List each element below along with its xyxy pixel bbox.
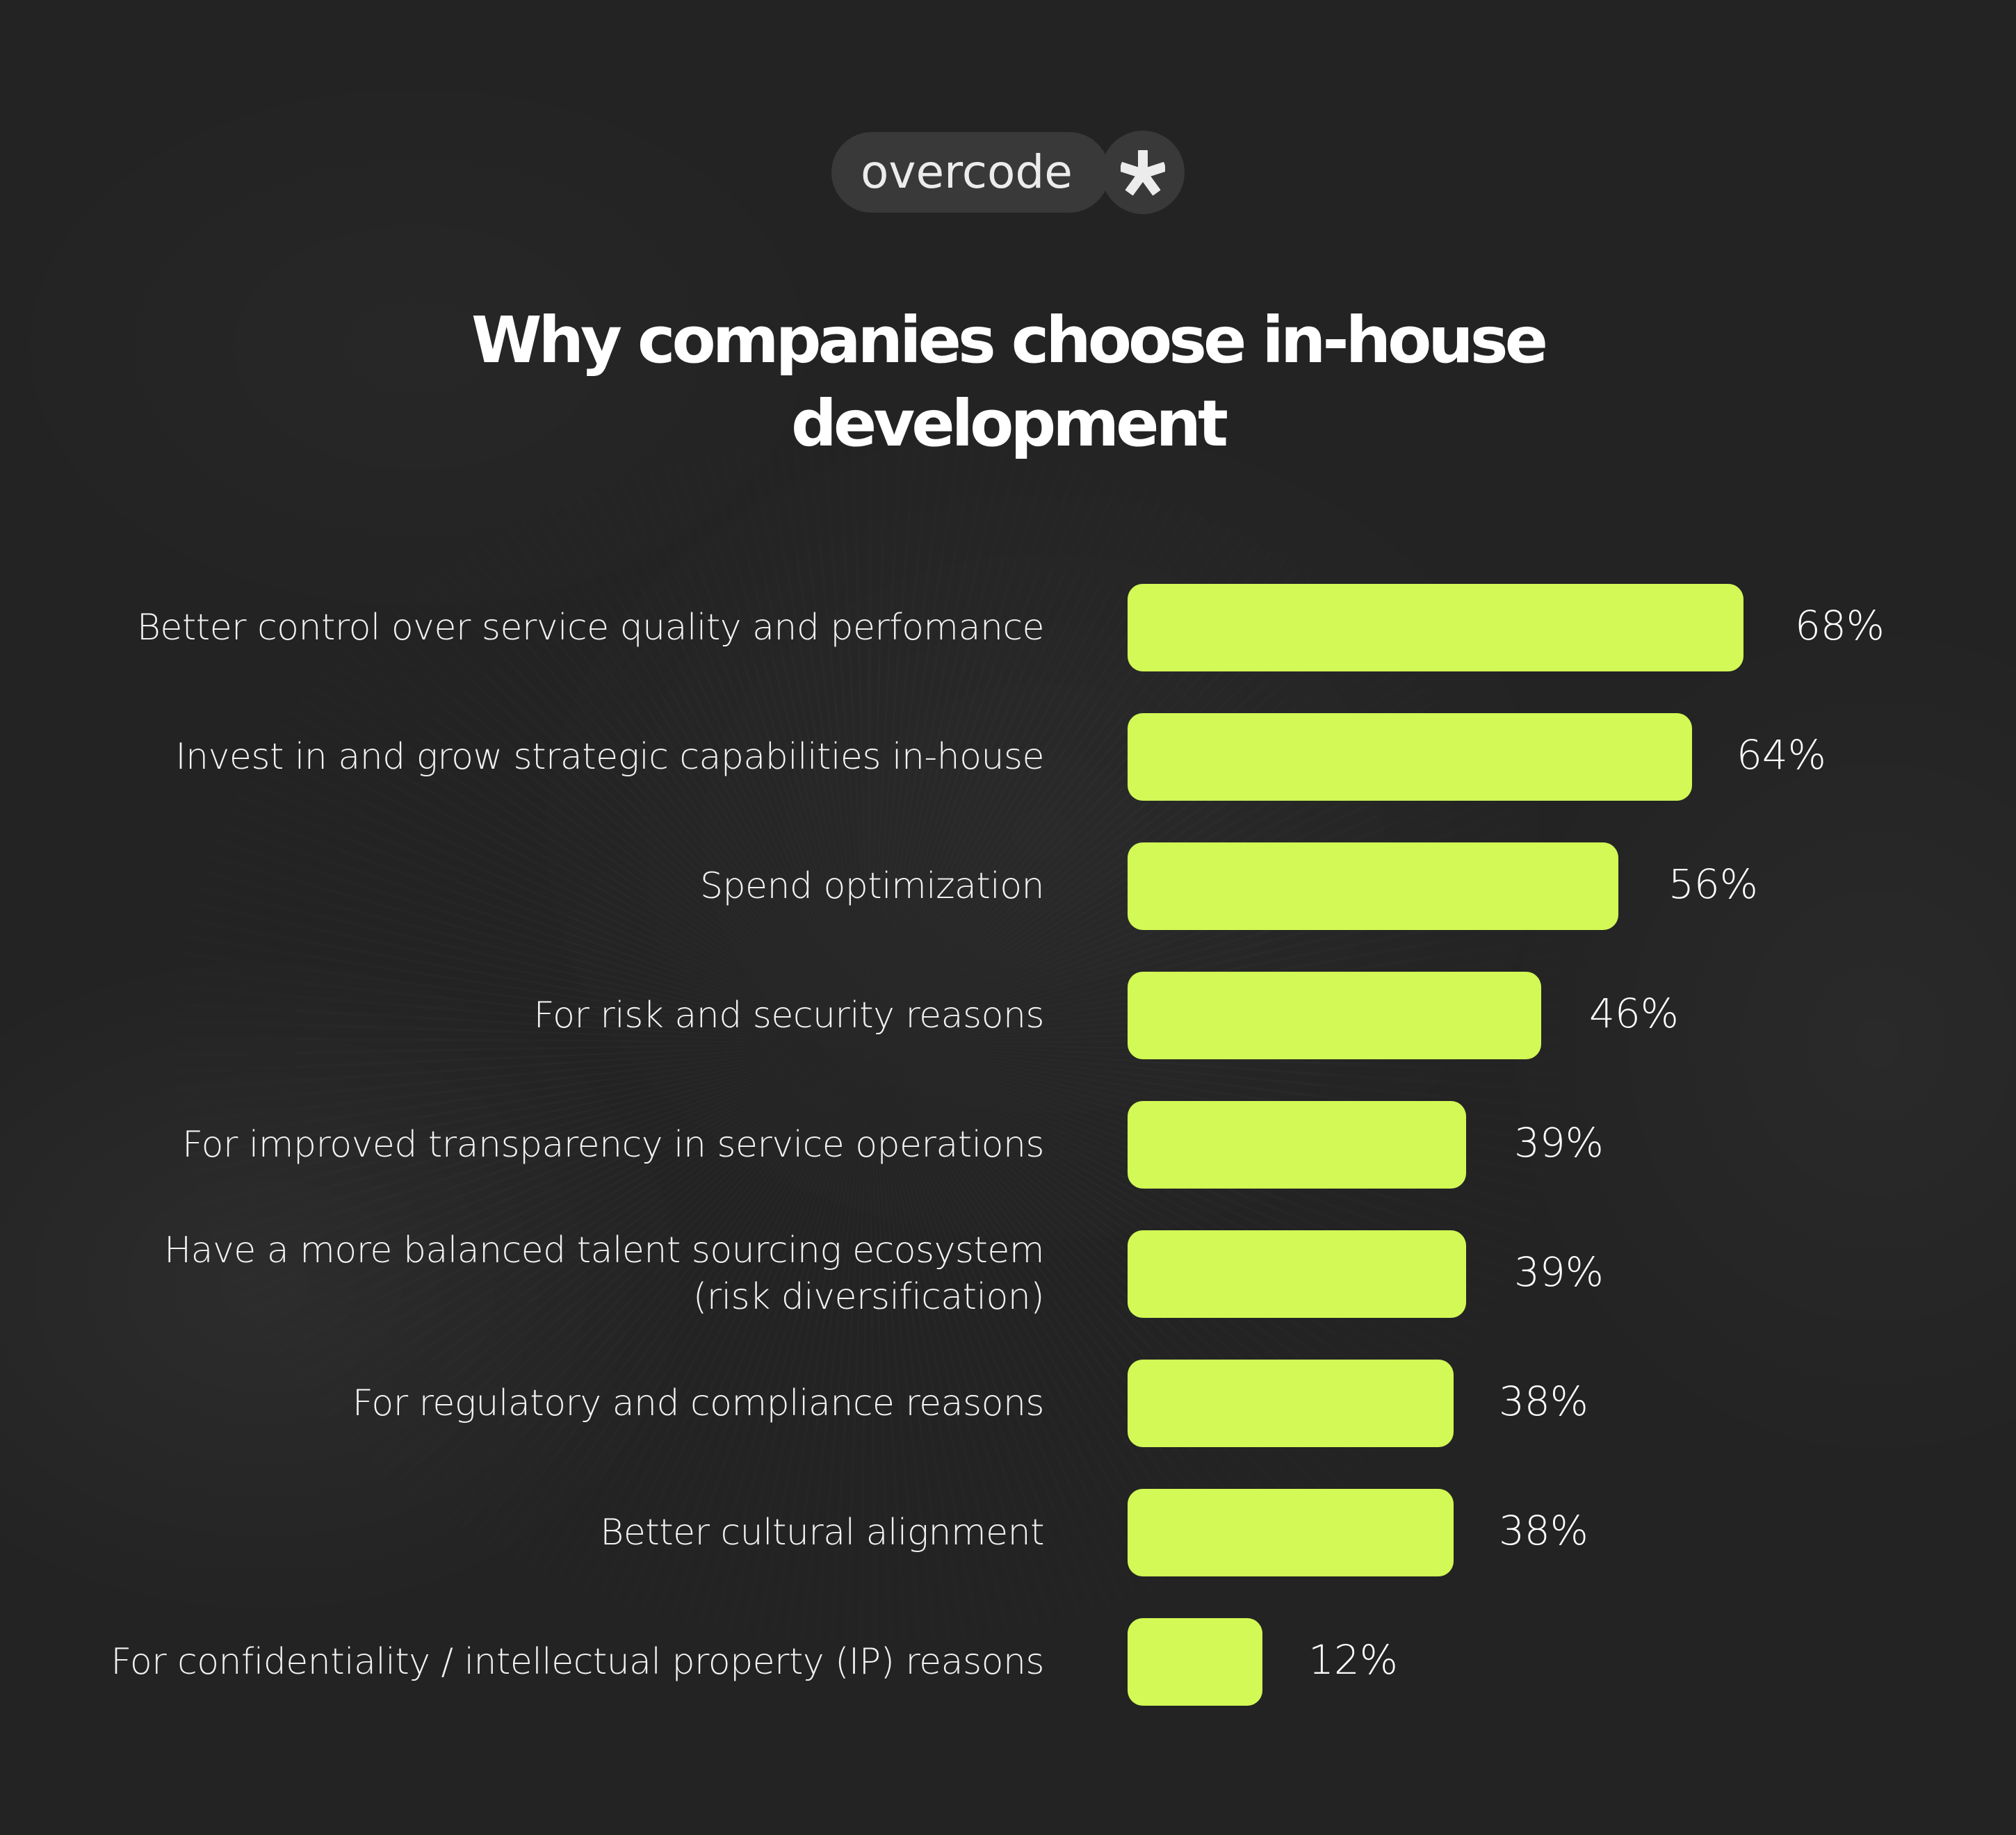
bar xyxy=(1128,1101,1466,1189)
chart-row-6: Have a more balanced talent sourcing eco… xyxy=(0,1230,2016,1318)
category-label-line: Spend optimization xyxy=(699,865,1045,907)
value-label: 38% xyxy=(1499,1507,1588,1554)
bar xyxy=(1128,1489,1454,1576)
chart-row-7: For regulatory and compliance reasons 38… xyxy=(0,1360,2016,1447)
value-label: 56% xyxy=(1668,861,1758,908)
value-label: 12% xyxy=(1308,1636,1398,1683)
category-label: Better cultural alignment xyxy=(600,1489,1044,1576)
bar xyxy=(1128,1230,1466,1318)
logo-pill xyxy=(831,132,1109,213)
chart-row-9: For confidentiality / intellectual prope… xyxy=(0,1618,2016,1706)
category-label-line: Have a more balanced talent sourcing eco… xyxy=(164,1230,1044,1271)
category-label-line: Invest in and grow strategic capabilitie… xyxy=(175,735,1044,778)
value-label: 38% xyxy=(1499,1378,1588,1425)
chart-title-line-1: Why companies choose in-house xyxy=(471,303,1548,377)
value-label: 68% xyxy=(1795,602,1885,649)
value-label: 64% xyxy=(1737,731,1826,778)
chart-row-3: Spend optimization 56% xyxy=(0,842,2016,930)
category-label-line: Better cultural alignment xyxy=(600,1511,1044,1553)
category-label: For confidentiality / intellectual prope… xyxy=(111,1618,1044,1706)
category-label-line: For improved transparency in service ope… xyxy=(182,1123,1044,1166)
category-label-line: For risk and security reasons xyxy=(533,994,1045,1036)
category-label: For improved transparency in service ope… xyxy=(182,1101,1044,1189)
bar xyxy=(1128,972,1541,1059)
chart-row-1: Better control over service quality and … xyxy=(0,584,2016,671)
bar xyxy=(1128,842,1618,930)
asterisk-icon xyxy=(1121,150,1165,196)
bar xyxy=(1128,1360,1454,1447)
category-label: For risk and security reasons xyxy=(533,972,1045,1059)
category-label-line: (risk diversification) xyxy=(692,1276,1045,1318)
category-label: Invest in and grow strategic capabilitie… xyxy=(175,713,1044,801)
chart-title-line-2: development xyxy=(791,386,1228,461)
brand-name: overcode xyxy=(861,145,1073,199)
category-label: Have a more balanced talent sourcing eco… xyxy=(164,1230,1044,1318)
chart-row-2: Invest in and grow strategic capabilitie… xyxy=(0,713,2016,801)
category-label-line: Better control over service quality and … xyxy=(136,606,1045,649)
category-label: For regulatory and compliance reasons xyxy=(352,1360,1045,1447)
value-label: 46% xyxy=(1589,990,1679,1037)
category-label-line: For regulatory and compliance reasons xyxy=(352,1382,1045,1424)
bar xyxy=(1128,713,1692,801)
value-label: 39% xyxy=(1514,1248,1604,1296)
chart-title: Why companies choose in-house developmen… xyxy=(0,299,2016,466)
brand-logo: overcode xyxy=(831,131,1186,214)
value-label: 39% xyxy=(1514,1119,1604,1166)
category-label-line: For confidentiality / intellectual prope… xyxy=(111,1640,1044,1683)
bar xyxy=(1128,584,1743,671)
chart-row-5: For improved transparency in service ope… xyxy=(0,1101,2016,1189)
bar xyxy=(1128,1618,1262,1706)
category-label: Better control over service quality and … xyxy=(136,584,1045,671)
chart-row-4: For risk and security reasons 46% xyxy=(0,972,2016,1059)
chart-row-8: Better cultural alignment 38% xyxy=(0,1489,2016,1576)
category-label: Spend optimization xyxy=(699,842,1045,930)
